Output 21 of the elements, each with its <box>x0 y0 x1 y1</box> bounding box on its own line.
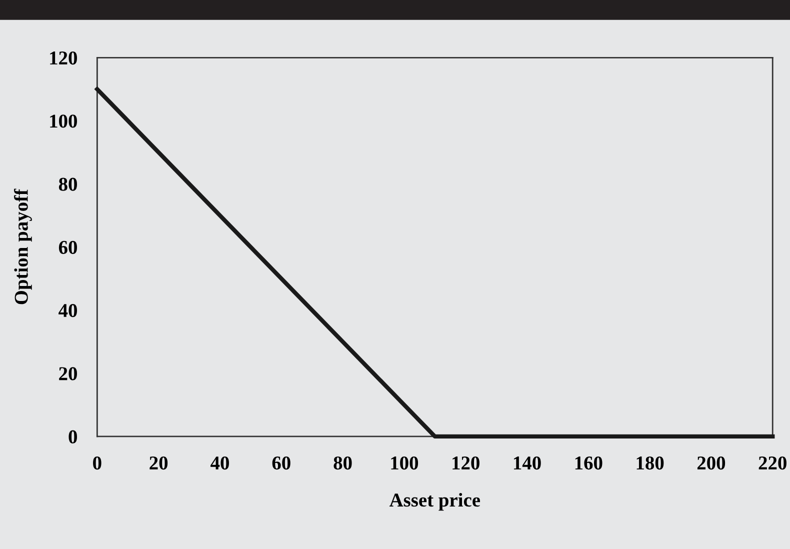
x-tick-label: 20 <box>150 456 168 470</box>
x-tick-label: 120 <box>452 456 480 470</box>
y-tick-label: 60 <box>58 240 77 254</box>
y-tick-label: 80 <box>58 178 77 191</box>
x-tick-label: 0 <box>93 456 102 470</box>
y-tick-label: 0 <box>68 430 77 444</box>
x-tick-label: 180 <box>636 456 664 470</box>
x-tick-label: 60 <box>272 456 290 470</box>
y-axis-title: Option payoff <box>14 188 32 304</box>
y-tick-label: 20 <box>59 367 77 380</box>
x-axis-title: Asset price <box>389 492 480 511</box>
x-tick-label: 40 <box>210 456 229 470</box>
x-tick-label: 220 <box>758 456 786 470</box>
x-tick-label: 200 <box>697 456 726 470</box>
x-tick-label: 160 <box>575 456 602 470</box>
x-tick-label: 80 <box>334 456 352 470</box>
x-tick-label: 100 <box>391 456 418 470</box>
y-tick-label: 100 <box>50 114 77 128</box>
x-tick-label: 140 <box>514 456 541 470</box>
y-tick-label: 120 <box>50 51 77 65</box>
y-tick-label: 40 <box>58 304 77 318</box>
